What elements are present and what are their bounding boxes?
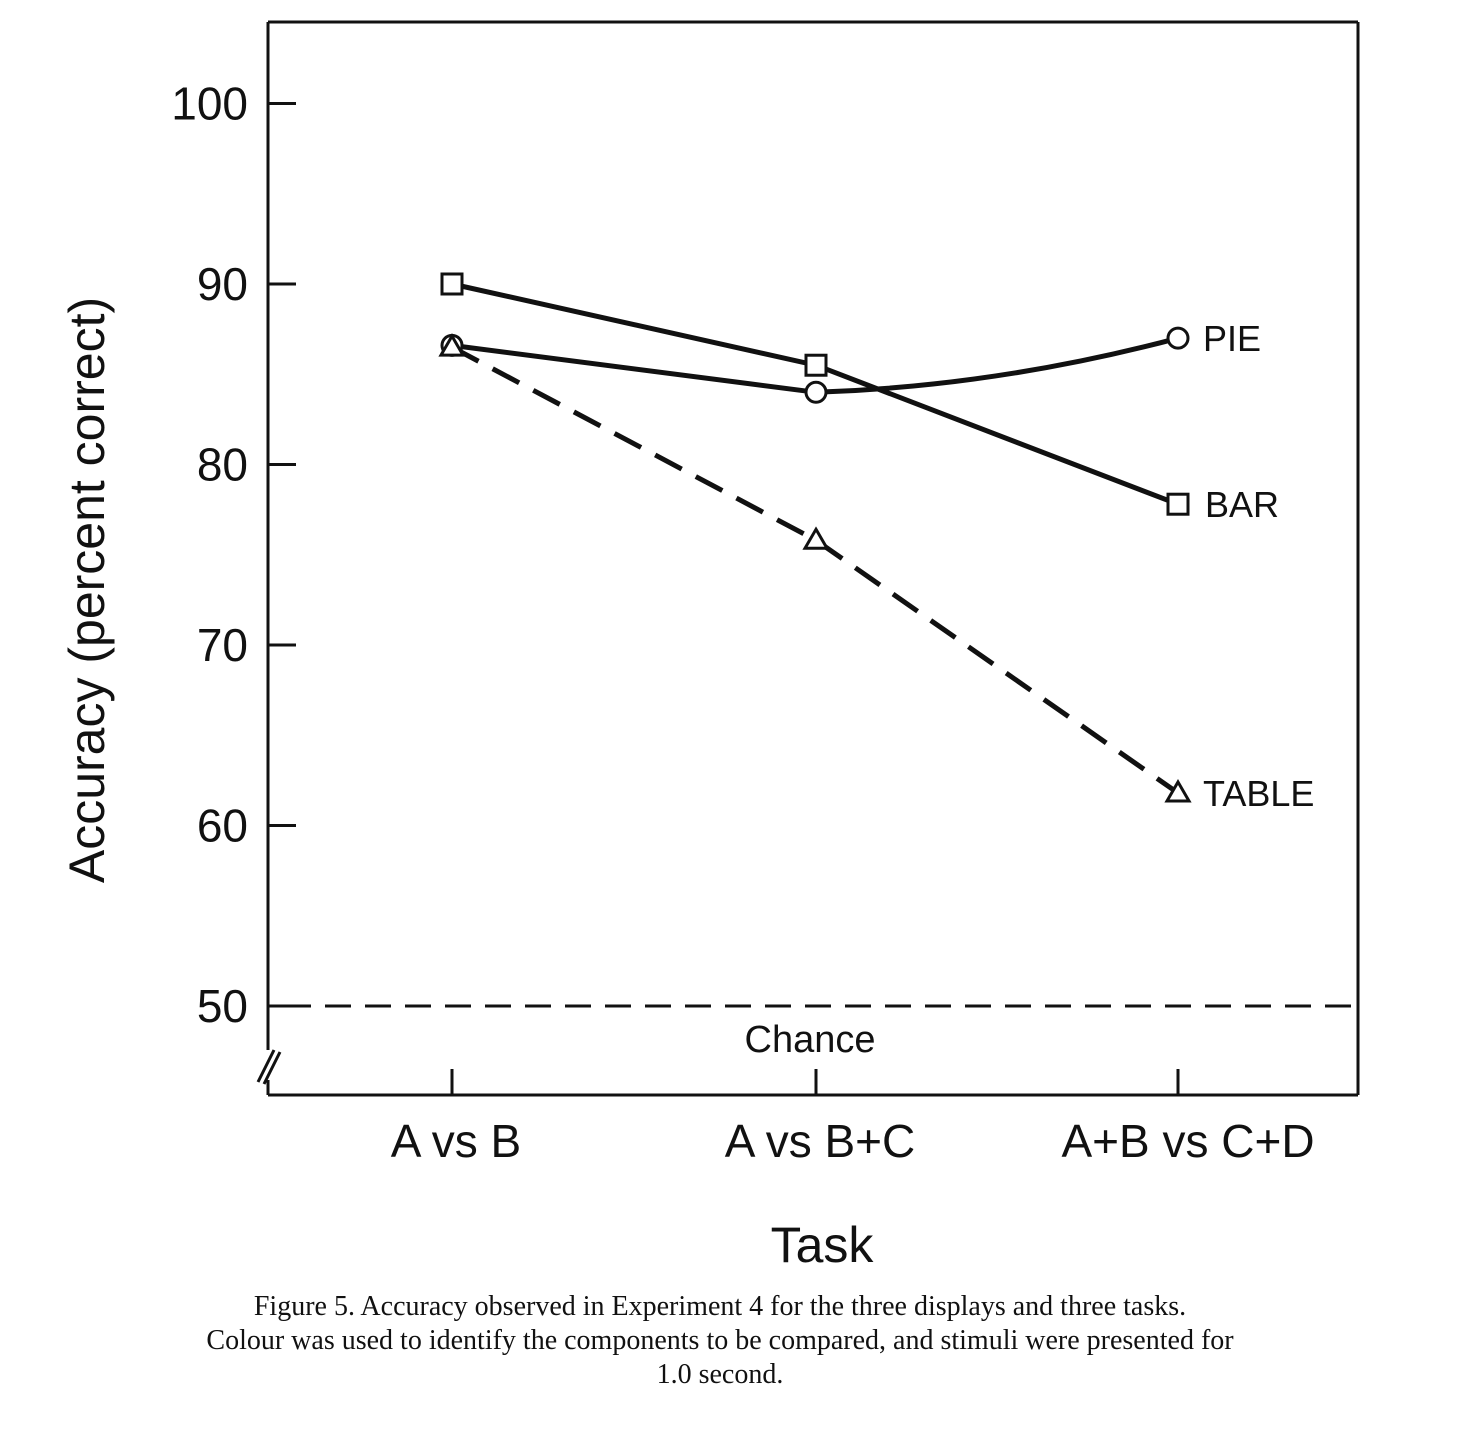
- point-table: [1164, 779, 1192, 803]
- chance-label: Chance: [745, 1019, 876, 1061]
- plot-frame: [256, 20, 1360, 1097]
- point-pie: [804, 380, 828, 404]
- series-line-table: [450, 344, 1180, 796]
- point-bar: [440, 272, 464, 296]
- figure-caption: Figure 5. Accuracy observed in Experimen…: [20, 1290, 1420, 1392]
- x-tick-label: A vs B: [391, 1115, 521, 1167]
- x-axis: A vs B A vs B+C A+B vs C+D: [391, 1069, 1315, 1167]
- point-bar: [804, 353, 828, 377]
- caption-line-1: Figure 5. Accuracy observed in Experimen…: [253, 1291, 1187, 1322]
- reference-lines: Chance: [285, 1004, 1358, 1061]
- series-markers: [438, 272, 1192, 803]
- x-axis-title: Task: [771, 1217, 875, 1273]
- axis-break-mark: [262, 1051, 282, 1085]
- y-tick-label: 60: [197, 800, 248, 852]
- caption-line-2: Colour was used to identify the componen…: [206, 1325, 1234, 1356]
- point-table: [802, 526, 830, 550]
- y-tick-label: 70: [197, 619, 248, 671]
- axis-break-mark: [256, 1049, 276, 1083]
- y-tick-label: 100: [171, 78, 248, 130]
- point-bar: [1166, 492, 1190, 516]
- caption-line-3: 1.0 second.: [656, 1359, 784, 1390]
- point-pie: [1166, 326, 1190, 350]
- y-axis: 50 60 70 80 90 100: [171, 78, 296, 1032]
- accuracy-chart: 50 60 70 80 90 100 A vs B A vs B+C A+B vs C+D C…: [59, 20, 1360, 1273]
- y-tick-label: 80: [197, 439, 248, 491]
- series-line-pie: [451, 335, 1179, 395]
- y-axis-title: Accuracy (percent correct): [59, 297, 115, 883]
- x-tick-label: A vs B+C: [725, 1115, 915, 1167]
- y-tick-label: 50: [197, 980, 248, 1032]
- x-tick-label: A+B vs C+D: [1061, 1115, 1314, 1167]
- series-label-pie: PIE: [1203, 318, 1261, 359]
- point-table: [438, 333, 466, 357]
- series-label-table: TABLE: [1203, 773, 1314, 814]
- series-labels: PIE BAR TABLE: [1203, 318, 1314, 814]
- series-label-bar: BAR: [1205, 484, 1279, 525]
- y-tick-label: 90: [197, 258, 248, 310]
